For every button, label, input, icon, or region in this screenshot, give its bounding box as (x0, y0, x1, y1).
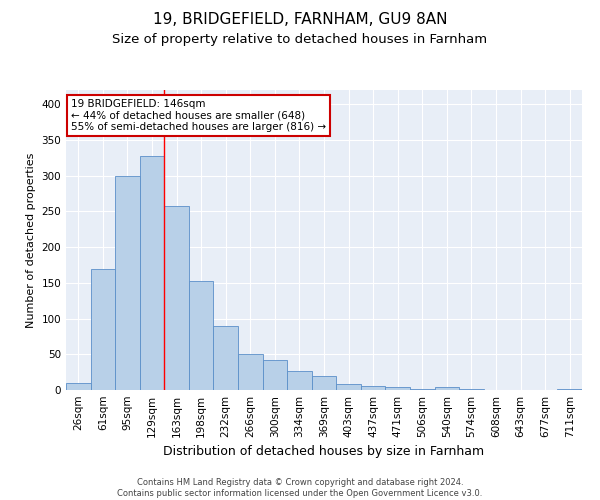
Text: 19 BRIDGEFIELD: 146sqm
← 44% of detached houses are smaller (648)
55% of semi-de: 19 BRIDGEFIELD: 146sqm ← 44% of detached… (71, 99, 326, 132)
Text: Size of property relative to detached houses in Farnham: Size of property relative to detached ho… (112, 32, 488, 46)
Y-axis label: Number of detached properties: Number of detached properties (26, 152, 36, 328)
Bar (434, 387, 459, 390)
Text: Contains HM Land Registry data © Crown copyright and database right 2024.
Contai: Contains HM Land Registry data © Crown c… (118, 478, 482, 498)
Bar (459, 388, 484, 390)
Bar (336, 384, 361, 390)
Bar (361, 386, 385, 390)
Bar (214, 326, 238, 390)
Bar (287, 370, 312, 390)
Bar (385, 387, 410, 390)
Bar (66, 383, 91, 390)
Bar (557, 388, 582, 390)
Bar (263, 360, 287, 390)
Bar (312, 376, 336, 390)
Bar (189, 282, 214, 390)
Bar (164, 206, 189, 390)
X-axis label: Distribution of detached houses by size in Farnham: Distribution of detached houses by size … (163, 446, 485, 458)
Bar (115, 176, 140, 390)
Bar (238, 354, 263, 390)
Text: 19, BRIDGEFIELD, FARNHAM, GU9 8AN: 19, BRIDGEFIELD, FARNHAM, GU9 8AN (153, 12, 447, 28)
Bar (140, 156, 164, 390)
Bar (91, 268, 115, 390)
